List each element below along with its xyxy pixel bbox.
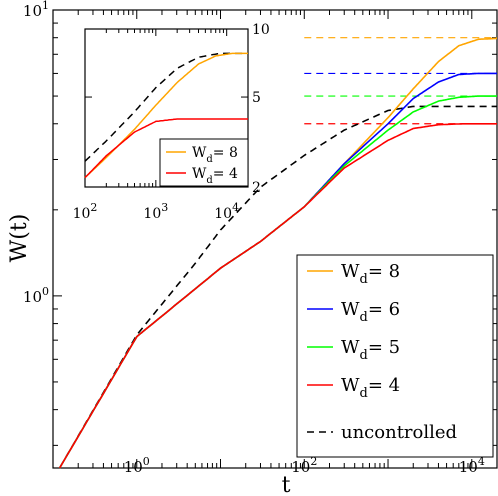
legend-box [296,254,494,458]
legend-label: Wd= 4 [341,375,400,401]
inset-y-tick-label: 10 [252,22,270,38]
main-x-tick-labels: 100 102 104 [124,455,485,476]
inset-y-tick-label: 2 [252,180,261,196]
legend-label: Wd= 5 [341,337,400,363]
inset-x-tick-label: 102 [73,201,98,222]
legend-label: Wd= 8 [341,261,400,287]
x-tick-label: 104 [459,455,485,476]
inset-series-line [84,118,248,179]
y-tick-label: 101 [23,0,49,20]
inset-plot: 102 103 104 2 5 10 Wd= 8Wd= 4 [73,22,270,222]
inset-legend-box [159,138,249,187]
x-axis-label: t [282,473,291,496]
inset-x-tick-labels: 102 103 104 [73,201,240,222]
legend-label: Wd= 6 [341,299,400,325]
main-series-group [58,37,497,469]
inset-legend-label: Wd= 4 [192,166,238,186]
inset-series-line [84,52,248,162]
legend-label: uncontrolled [341,422,457,443]
inset-x-tick-label: 104 [214,201,239,222]
series-line [58,123,497,469]
y-tick-label: 100 [23,285,49,306]
main-plot-frame [52,9,498,469]
x-tick-label: 102 [291,455,317,476]
inset-legend: Wd= 8Wd= 4 [159,138,249,187]
main-legend: Wd= 8 Wd= 6 Wd= 5 Wd= 4 uncontrolled [296,254,494,458]
inset-y-tick-labels: 2 5 10 [252,22,270,196]
main-y-tick-labels: 100 101 [23,0,49,306]
inset-y-tick-label: 5 [252,90,261,106]
inset-series-group [84,52,248,179]
y-axis-label: W(t) [7,214,32,263]
inset-x-tick-label: 103 [143,201,168,222]
inset-legend-label: Wd= 8 [192,145,238,165]
x-tick-label: 100 [124,455,150,476]
